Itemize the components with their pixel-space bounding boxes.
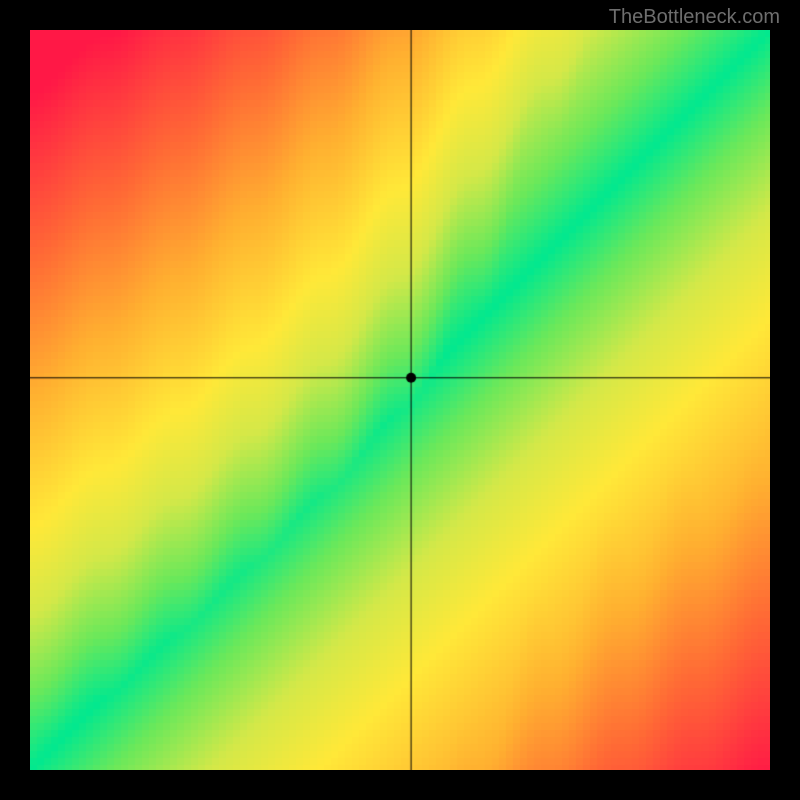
heatmap-canvas [30, 30, 770, 770]
heatmap-chart [30, 30, 770, 770]
outer-frame: TheBottleneck.com [0, 0, 800, 800]
watermark-text: TheBottleneck.com [609, 6, 780, 29]
